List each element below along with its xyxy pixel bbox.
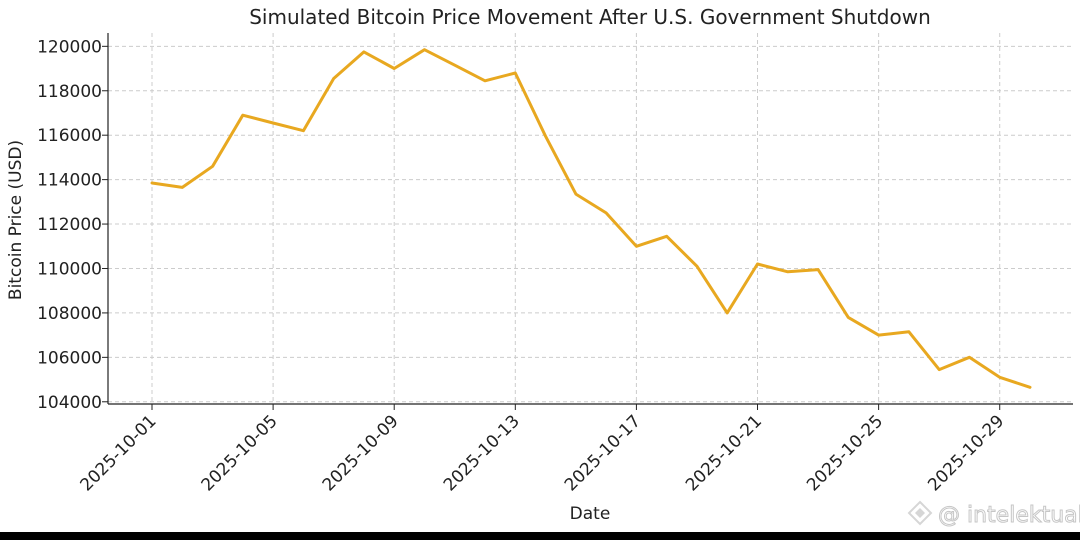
- y-tick-label: 116000: [37, 126, 102, 146]
- price-line: [150, 48, 1032, 389]
- x-axis-ticks: 2025-10-01 2025-10-05 2025-10-09 2025-10-13…: [77, 404, 1008, 495]
- x-tick-label: 2025-10-29: [924, 411, 1008, 495]
- y-tick-label: 106000: [37, 348, 102, 368]
- x-tick-label: 2025-10-21: [682, 411, 766, 495]
- x-tick-label: 2025-10-17: [561, 411, 645, 495]
- y-tick-label: 120000: [37, 37, 102, 57]
- y-tick-label: 110000: [37, 259, 102, 279]
- grid: [108, 33, 1073, 404]
- y-axis-ticks: 104000 106000 108000 110000 112000 114000 1160…: [37, 37, 108, 413]
- bottom-bar: [0, 532, 1080, 540]
- y-tick-label: 112000: [37, 215, 102, 235]
- y-tick-label: 108000: [37, 304, 102, 324]
- y-tick-label: 104000: [37, 393, 102, 413]
- x-tick-label: 2025-10-25: [803, 411, 887, 495]
- watermark: @ intelektual: [907, 500, 1080, 529]
- axes: [107, 33, 1073, 405]
- intelektual-logo-icon: [907, 500, 933, 526]
- x-axis-label: Date: [570, 504, 611, 524]
- y-tick-label: 114000: [37, 171, 102, 191]
- y-axis-label: Bitcoin Price (USD): [6, 140, 26, 300]
- x-tick-label: 2025-10-09: [319, 411, 403, 495]
- x-tick-label: 2025-10-05: [198, 411, 282, 495]
- chart-title: Simulated Bitcoin Price Movement After U…: [249, 5, 931, 29]
- series-layer: [150, 48, 1032, 389]
- x-tick-label: 2025-10-13: [440, 411, 524, 495]
- x-tick-label: 2025-10-01: [77, 411, 161, 495]
- y-tick-label: 118000: [37, 82, 102, 102]
- watermark-text: @ intelektual: [938, 503, 1080, 528]
